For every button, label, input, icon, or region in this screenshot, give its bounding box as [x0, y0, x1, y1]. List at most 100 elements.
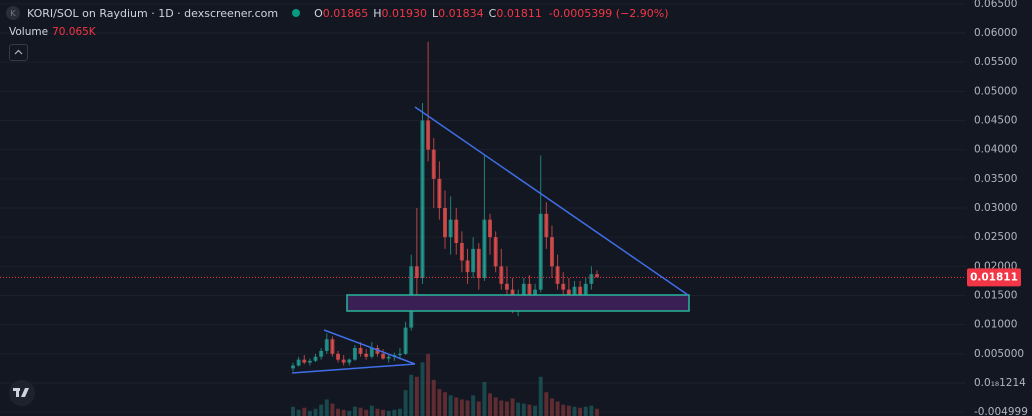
volume-value: 70.065K	[52, 26, 96, 38]
volume-bar	[578, 407, 583, 416]
volume-bar	[521, 403, 526, 416]
volume-bar	[364, 409, 369, 416]
volume-bar	[313, 408, 318, 416]
y-tick-label: 0.01000	[974, 319, 1017, 331]
volume-bar	[448, 395, 453, 416]
ohlc-key: H	[373, 6, 382, 20]
candle-body	[426, 120, 431, 150]
volume-bar	[347, 410, 352, 416]
volume-bar	[549, 398, 554, 416]
ohlc-value: 0.01865	[322, 6, 369, 20]
volume-bar	[555, 401, 560, 416]
volume-bar	[566, 405, 571, 416]
volume-bar	[527, 404, 532, 416]
candle-body	[527, 283, 532, 296]
candle-body	[358, 347, 363, 354]
candle-body	[589, 274, 594, 284]
candle-body	[336, 353, 341, 360]
volume-bar	[465, 400, 470, 416]
candle-body	[544, 213, 549, 238]
candle-body	[459, 242, 464, 261]
volume-bar	[504, 401, 509, 416]
volume-bar	[302, 407, 307, 416]
y-tick-label: 0.05000	[974, 85, 1017, 97]
candle-body	[397, 353, 402, 355]
ohlc-key: O	[314, 6, 323, 20]
collapse-button[interactable]	[9, 44, 28, 61]
volume-bar	[352, 406, 357, 416]
ohlc-value: 0.01834	[438, 6, 484, 20]
candle-body	[482, 219, 487, 278]
volume-bar	[307, 410, 312, 416]
y-tick-label: 0.04500	[974, 115, 1017, 127]
volume-bar	[595, 408, 599, 416]
y-tick-label: 0.05500	[974, 56, 1017, 68]
volume-bar	[476, 401, 481, 416]
volume-bar	[443, 392, 447, 416]
volume-bar	[572, 406, 577, 416]
logo: K	[6, 6, 20, 20]
candle-body	[566, 289, 571, 296]
volume-bar	[420, 362, 425, 416]
volume-bar	[454, 397, 459, 416]
volume-bar	[538, 376, 543, 416]
ohlc-key: C	[488, 6, 497, 20]
volume-bar	[499, 400, 504, 416]
volume-bar	[426, 354, 431, 416]
volume-bar	[493, 397, 498, 416]
y-tick-label: 0.02500	[974, 231, 1017, 243]
candle-body	[291, 365, 295, 369]
candle-body	[533, 289, 538, 296]
candle-body	[307, 360, 312, 363]
volume-bar	[414, 376, 419, 416]
y-tick-label: -0.004999	[974, 406, 1028, 416]
volume-bar	[488, 393, 493, 416]
y-tick-label: 0.03000	[974, 202, 1017, 214]
candle-body	[549, 237, 554, 267]
y-tick-label: 0.03500	[974, 173, 1017, 185]
candle-body	[375, 347, 380, 354]
ohlc-value: 0.01811	[496, 6, 542, 20]
candle-body	[324, 339, 329, 351]
candle-body	[504, 283, 509, 290]
volume-bar	[471, 395, 476, 416]
volume-bar	[341, 409, 346, 416]
volume-bar	[336, 408, 341, 416]
volume-bar	[381, 409, 386, 416]
volume-bar	[386, 410, 391, 416]
candle-body	[572, 286, 577, 296]
volume-bar	[296, 409, 301, 416]
ohlc-legend: O0.01865 H0.01930 L0.01834 C0.01811	[312, 7, 545, 20]
title: KORI/SOL on Raydium · 1D · dexscreener.c…	[27, 6, 279, 20]
candle-body	[471, 248, 476, 273]
candle-body	[476, 248, 481, 278]
candle-body	[403, 327, 408, 354]
candle-body	[538, 213, 543, 290]
candle-body	[431, 149, 436, 179]
candle-body	[595, 274, 599, 278]
volume-bar	[544, 392, 549, 416]
candle-body	[341, 359, 346, 363]
candle-body	[369, 347, 374, 357]
volume-bar	[324, 399, 329, 416]
candle-body	[414, 266, 419, 278]
trend-line	[291, 363, 416, 374]
candle-body	[578, 286, 583, 296]
range-box	[346, 294, 690, 312]
status-dot	[292, 9, 301, 17]
y-tick-label: 0.0₁₈1214	[974, 377, 1026, 389]
candle-body	[555, 266, 560, 284]
volume-bar	[375, 408, 380, 416]
candle-body	[493, 237, 498, 267]
price-tag-label: 0.01811	[970, 271, 1018, 283]
volume-bar	[330, 403, 335, 416]
volume-bar	[291, 406, 295, 416]
y-tick-label: 0.04000	[974, 144, 1017, 156]
volume-bar	[533, 405, 538, 416]
header: K KORI/SOL on Raydium · 1D · dexscreener…	[6, 6, 669, 20]
change: -0.0005399 (−2.90%)	[548, 6, 669, 20]
candle-body	[465, 260, 470, 273]
volume-bar	[403, 390, 408, 416]
